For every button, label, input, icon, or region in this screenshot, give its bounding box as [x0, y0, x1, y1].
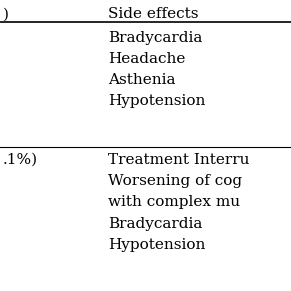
Text: Worsening of cog: Worsening of cog	[108, 174, 242, 188]
Text: Asthenia: Asthenia	[108, 73, 175, 87]
Text: Bradycardia: Bradycardia	[108, 217, 202, 230]
Text: Headache: Headache	[108, 52, 185, 66]
Text: with complex mu: with complex mu	[108, 195, 240, 209]
Text: Hypotension: Hypotension	[108, 238, 205, 252]
Text: .1%): .1%)	[3, 153, 38, 167]
Text: Hypotension: Hypotension	[108, 94, 205, 108]
Text: Side effects: Side effects	[108, 7, 198, 21]
Text: ): )	[3, 7, 9, 21]
Text: Bradycardia: Bradycardia	[108, 31, 202, 45]
Text: Treatment Interru: Treatment Interru	[108, 153, 249, 167]
